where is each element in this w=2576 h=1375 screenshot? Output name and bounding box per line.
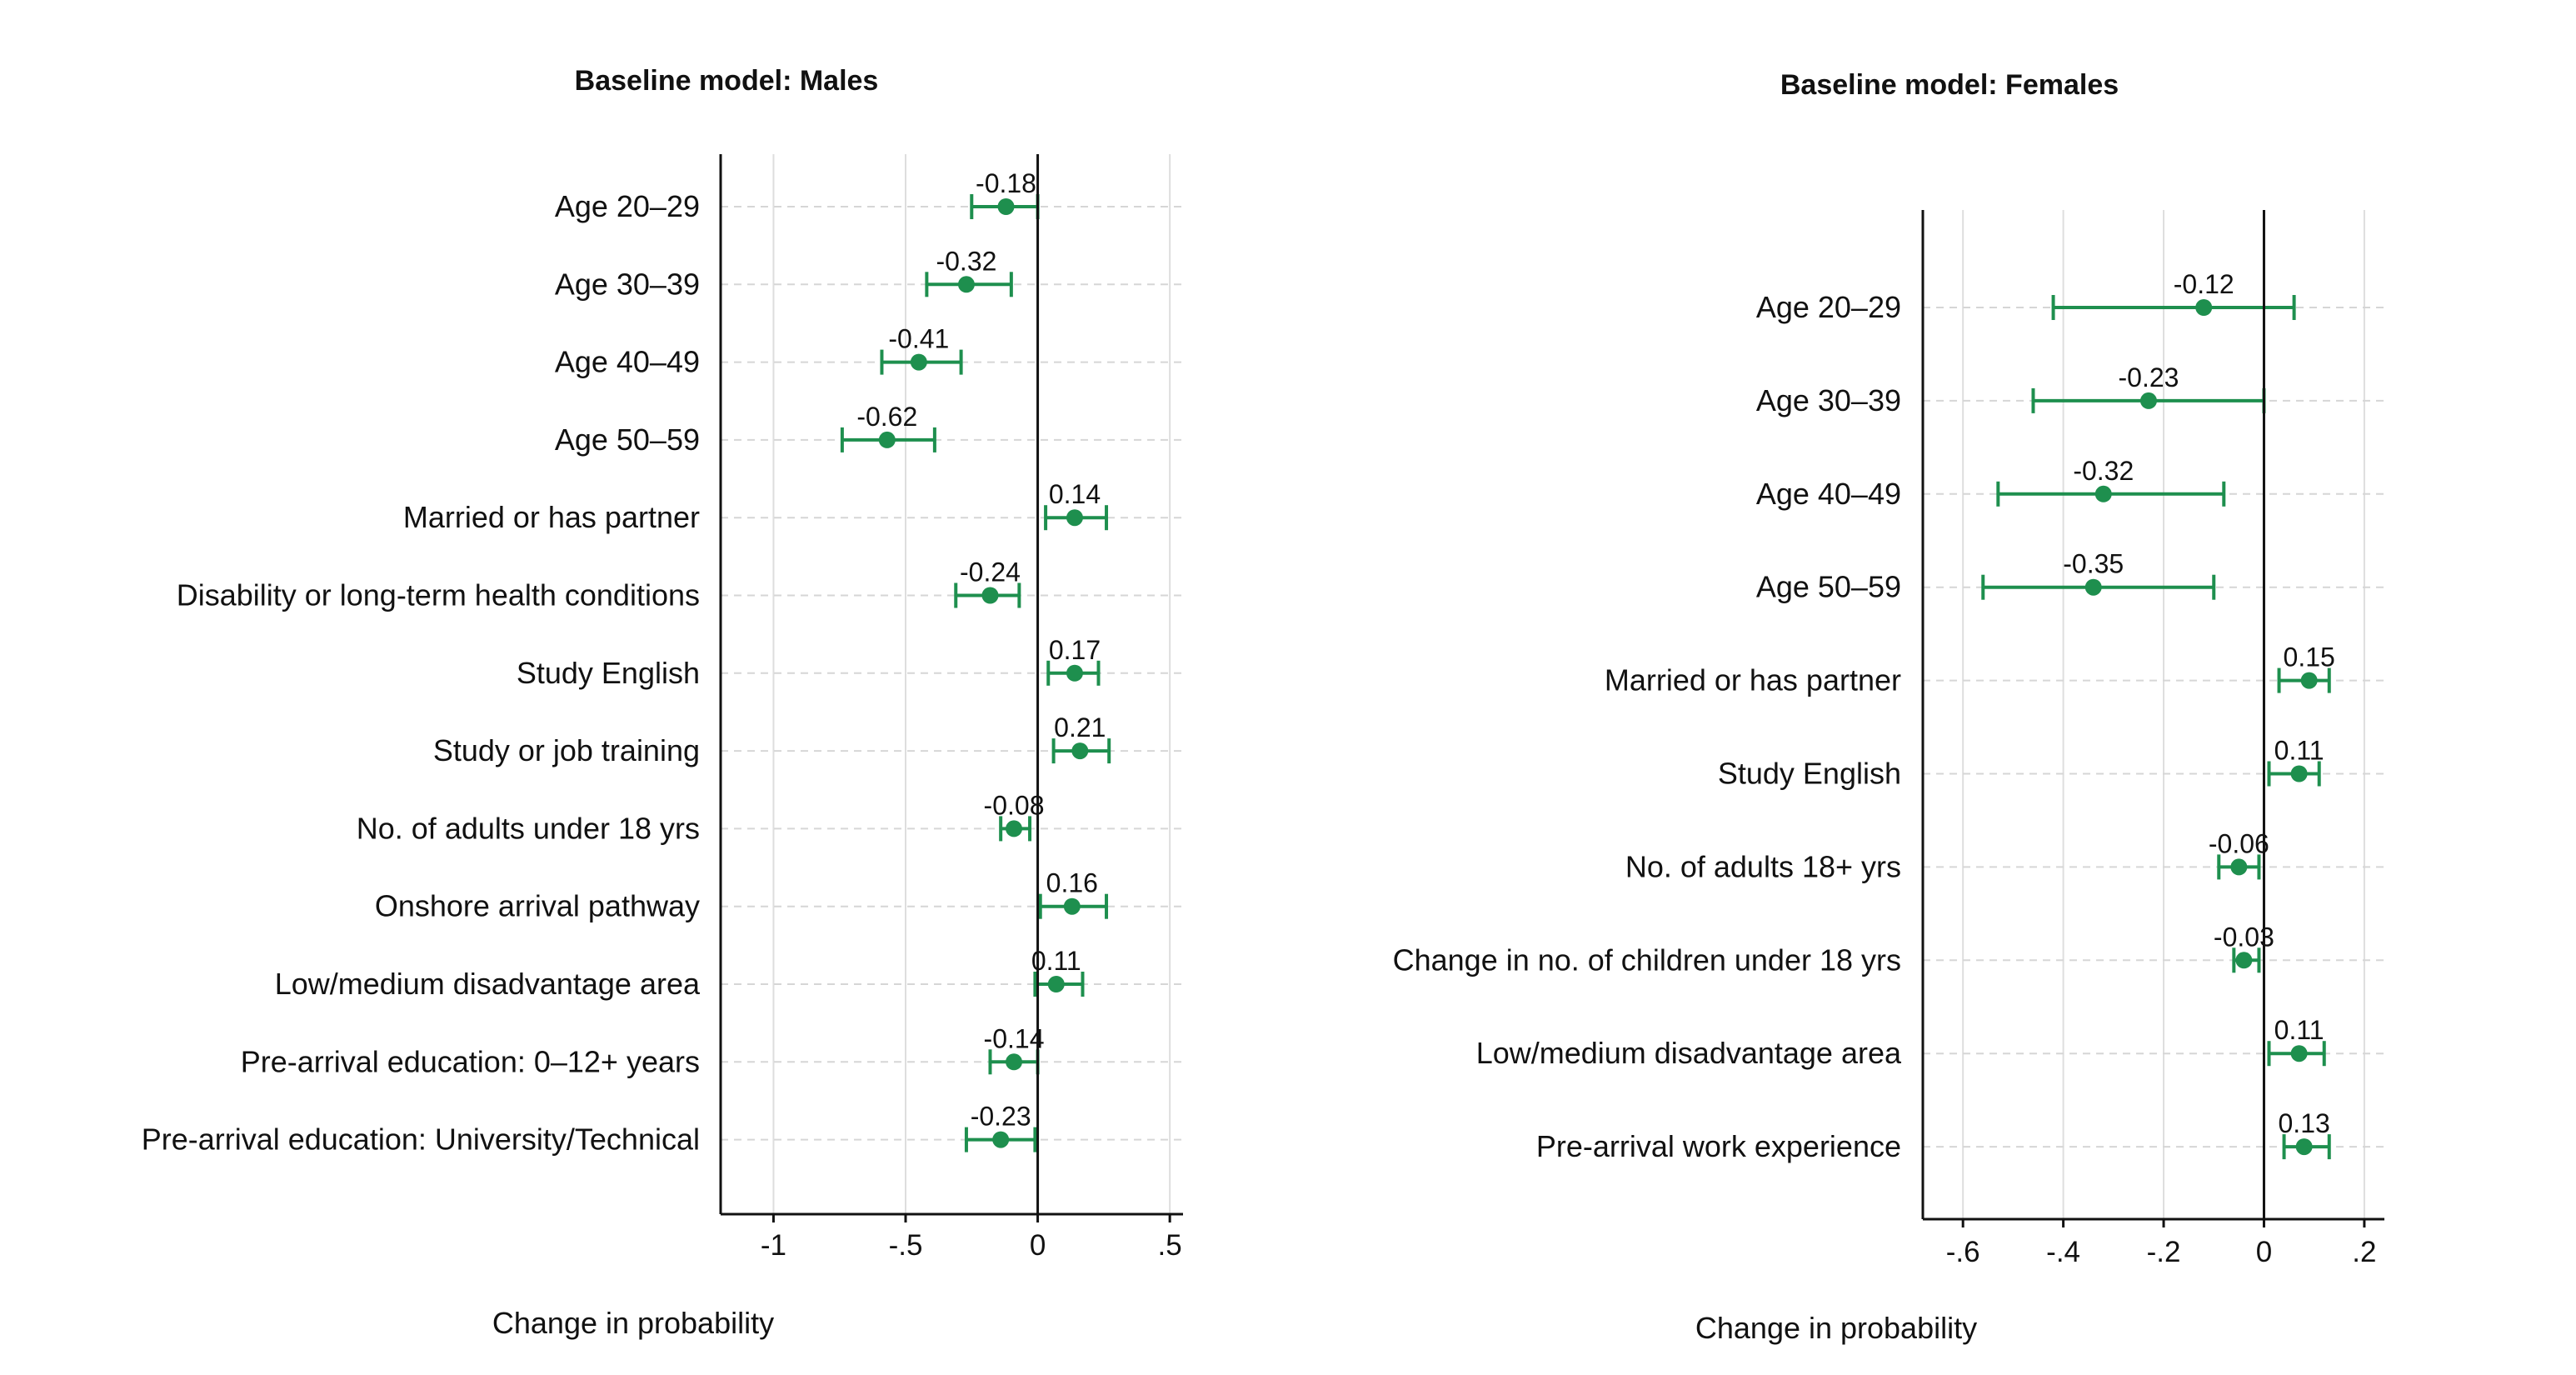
category-label: Age 40–49 <box>1756 477 1901 511</box>
data-point <box>2300 672 2318 689</box>
data-point <box>2195 299 2213 316</box>
data-label: 0.14 <box>1049 479 1101 509</box>
data-label: -0.32 <box>936 246 996 276</box>
data-label: -0.08 <box>984 790 1045 820</box>
data-label: -0.35 <box>2063 549 2124 579</box>
data-label: 0.21 <box>1054 712 1106 742</box>
category-label: No. of adults under 18 yrs <box>357 811 700 845</box>
data-label: -0.23 <box>2119 362 2179 392</box>
data-point <box>2295 1138 2313 1156</box>
category-label: Married or has partner <box>403 500 700 534</box>
data-point <box>1063 898 1081 915</box>
category-label: Study English <box>517 656 700 690</box>
data-point <box>1066 509 1083 527</box>
data-point <box>2139 392 2157 409</box>
category-label: Disability or long-term health condition… <box>177 578 700 612</box>
category-label: Age 20–29 <box>555 189 700 223</box>
panel-females: Baseline model: Females Change in probab… <box>1393 69 2384 1345</box>
x-axis-label-females: Change in probability <box>1695 1311 1977 1345</box>
category-label: Age 50–59 <box>1756 570 1901 604</box>
x-tick-label: -.2 <box>2147 1236 2181 1268</box>
data-point <box>1066 664 1083 682</box>
data-point <box>2290 765 2308 782</box>
data-point <box>981 587 999 604</box>
data-point <box>1006 1053 1023 1071</box>
data-label: 0.11 <box>1031 946 1081 976</box>
category-label: Married or has partner <box>1605 663 1901 698</box>
x-tick-label: -1 <box>761 1229 786 1262</box>
category-label: Age 30–39 <box>1756 383 1901 418</box>
data-point <box>997 198 1015 215</box>
category-label: Pre-arrival work experience <box>1536 1129 1901 1163</box>
data-label: 0.13 <box>2279 1108 2330 1138</box>
x-axis-label-males: Change in probability <box>492 1306 774 1340</box>
category-label: Change in no. of children under 18 yrs <box>1393 942 1901 977</box>
data-label: -0.24 <box>960 558 1021 588</box>
data-label: 0.16 <box>1046 868 1098 898</box>
data-point <box>2094 485 2112 502</box>
category-label: Pre-arrival education: 0–12+ years <box>241 1044 700 1078</box>
x-tick-label: -.4 <box>2046 1236 2080 1268</box>
data-point <box>2235 952 2253 969</box>
category-label: Age 30–39 <box>555 267 700 301</box>
category-label: Study English <box>1718 757 1901 791</box>
category-label: Onshore arrival pathway <box>375 889 700 923</box>
data-point <box>957 276 975 293</box>
chart-title-males: Baseline model: Males <box>575 65 879 97</box>
x-tick-label: .5 <box>1158 1229 1182 1262</box>
x-tick-label: -.6 <box>1946 1236 1980 1268</box>
data-label: 0.11 <box>2274 736 2324 766</box>
data-label: -0.14 <box>984 1023 1045 1053</box>
data-point <box>878 431 896 448</box>
data-label: -0.12 <box>2174 269 2234 299</box>
category-label: Age 40–49 <box>555 345 700 379</box>
data-point <box>1071 742 1089 760</box>
data-label: -0.62 <box>856 402 917 432</box>
x-tick-label: 0 <box>2256 1236 2272 1268</box>
data-point <box>910 353 927 371</box>
x-tick-label: .2 <box>2352 1236 2376 1268</box>
data-label: -0.41 <box>888 324 949 354</box>
data-point <box>2230 858 2248 876</box>
data-point <box>1047 976 1065 992</box>
data-label: -0.32 <box>2073 456 2134 486</box>
data-point <box>992 1131 1010 1148</box>
data-label: -0.06 <box>2209 828 2269 858</box>
data-point <box>2290 1045 2308 1062</box>
panel-males: Baseline model: Males Change in probabil… <box>142 65 1183 1340</box>
data-label: 0.17 <box>1049 635 1101 665</box>
data-label: -0.23 <box>971 1102 1031 1132</box>
category-label: Study or job training <box>433 733 700 768</box>
x-tick-label: 0 <box>1030 1229 1046 1262</box>
data-label: -0.18 <box>976 168 1036 198</box>
category-label: Age 20–29 <box>1756 290 1901 324</box>
chart-title-females: Baseline model: Females <box>1780 69 2119 101</box>
category-label: Low/medium disadvantage area <box>1476 1036 1902 1070</box>
x-tick-label: -.5 <box>889 1229 923 1262</box>
data-label: 0.11 <box>2274 1015 2324 1045</box>
data-label: 0.15 <box>2284 642 2335 672</box>
data-point <box>2084 578 2102 596</box>
category-label: Age 50–59 <box>555 422 700 457</box>
category-label: Pre-arrival education: University/Techni… <box>142 1122 700 1157</box>
data-point <box>1006 820 1023 838</box>
category-label: No. of adults 18+ yrs <box>1625 849 1901 883</box>
category-label: Low/medium disadvantage area <box>275 967 701 1001</box>
